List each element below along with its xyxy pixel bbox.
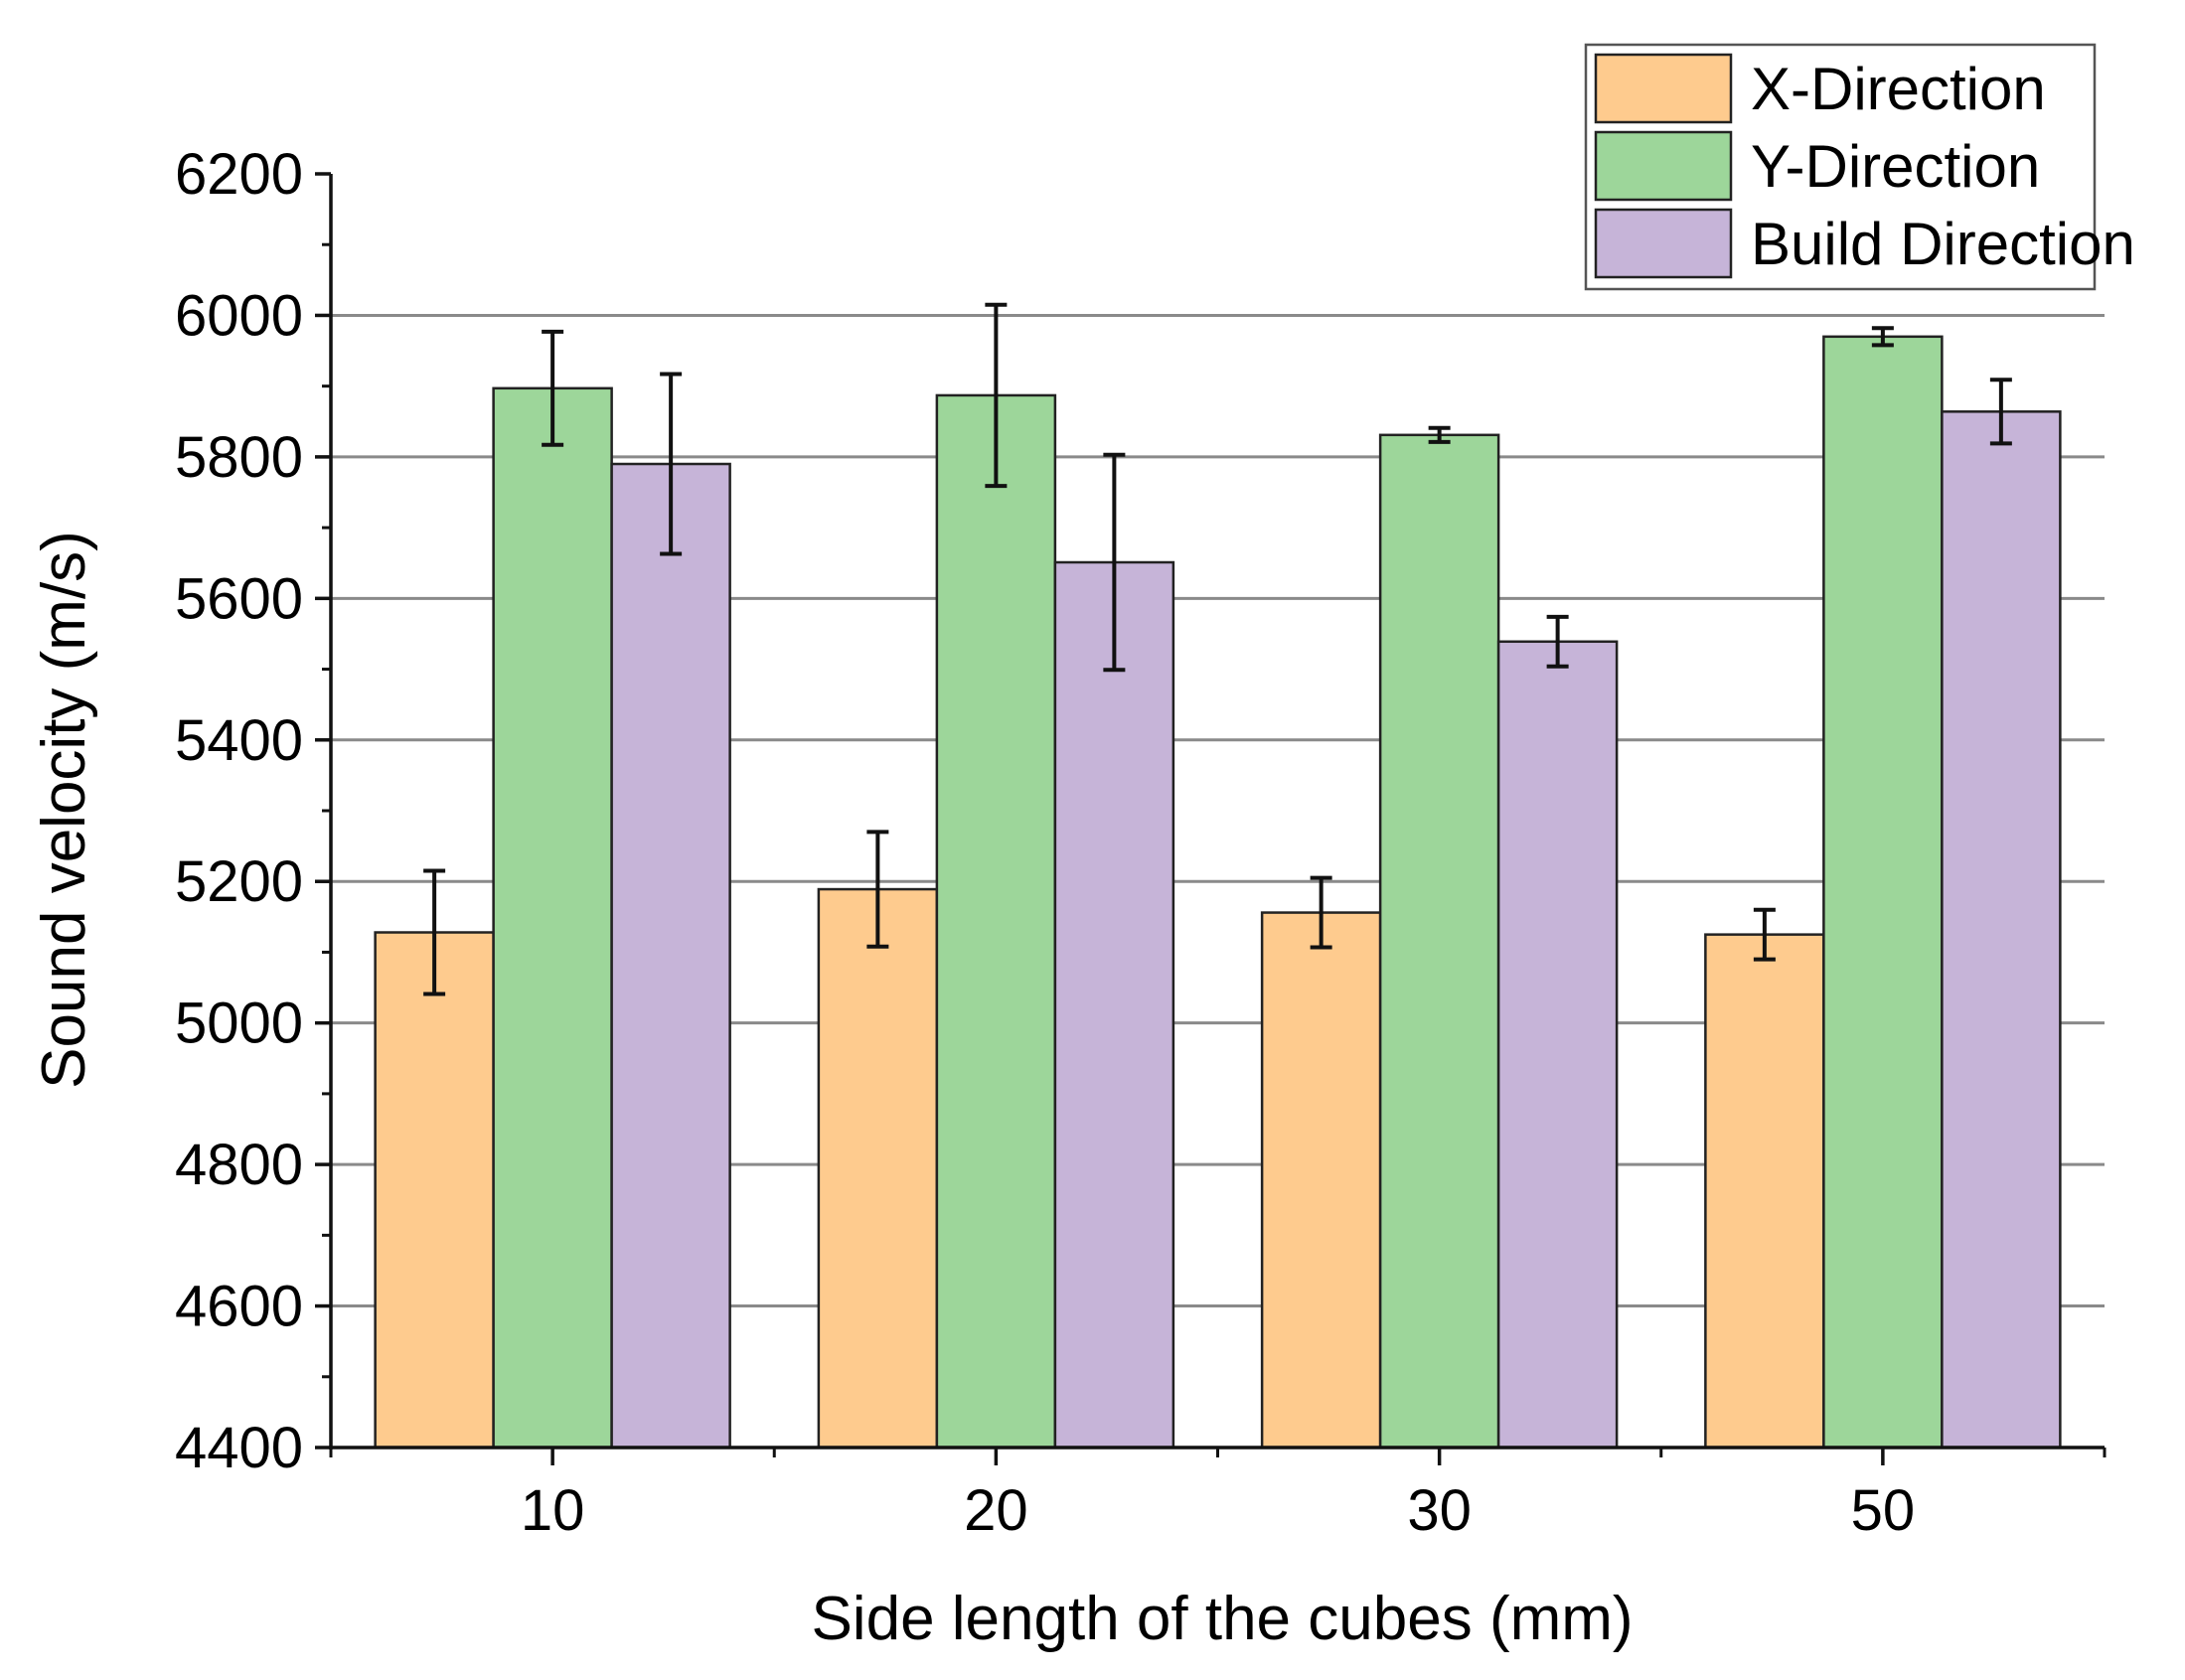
error-bar [423, 868, 446, 996]
axes: 4400 4600 4800 5000 5200 5400 5600 5800 6000 6200… [175, 142, 2107, 1543]
y-tick-label: 4800 [175, 1133, 303, 1197]
x-tick-label: 50 [1851, 1478, 1916, 1543]
error-bar [1428, 425, 1451, 444]
legend: X-Direction Y-Direction Build Direction [1584, 43, 2135, 291]
error-bar [1546, 614, 1569, 669]
legend-swatch [1594, 208, 1733, 279]
y-tick-label: 6000 [175, 283, 303, 348]
bar-x-direction-10 [374, 931, 495, 1450]
error-bar [866, 830, 889, 949]
bar-build-direction-10 [610, 462, 731, 1450]
bar-y-direction-10 [492, 386, 613, 1450]
bar-build-direction-20 [1053, 560, 1175, 1450]
y-tick-label: 4600 [175, 1275, 303, 1339]
legend-label: X-Direction [1751, 56, 2046, 122]
bar-y-direction-20 [935, 393, 1057, 1450]
x-tick-label: 20 [964, 1478, 1028, 1543]
error-bar [1989, 378, 2012, 446]
bar-x-direction-30 [1260, 911, 1382, 1450]
legend-swatch [1594, 53, 1733, 124]
bar-y-direction-30 [1378, 433, 1500, 1450]
x-tick-label: 10 [521, 1478, 585, 1543]
bar-x-direction-50 [1704, 933, 1825, 1450]
y-tick-label: 5000 [175, 992, 303, 1056]
x-tick-label: 30 [1407, 1478, 1472, 1543]
y-tick-label: 5400 [175, 708, 303, 773]
error-bar [985, 302, 1008, 489]
error-bar [542, 329, 564, 447]
y-tick-label: 4400 [175, 1416, 303, 1480]
legend-label: Build Direction [1751, 211, 2135, 277]
bar-build-direction-30 [1496, 640, 1619, 1450]
bars [374, 302, 2062, 1450]
error-bar [1871, 326, 1894, 348]
y-tick-label: 5200 [175, 849, 303, 914]
legend-label: Y-Direction [1751, 133, 2040, 200]
y-tick-label: 6200 [175, 142, 303, 207]
error-bar [1310, 875, 1332, 950]
error-bar [660, 372, 683, 556]
bar-build-direction-50 [1941, 410, 2062, 1450]
bar-y-direction-50 [1822, 335, 1944, 1450]
error-bar [1103, 452, 1126, 673]
error-bar [1753, 907, 1776, 962]
y-tick-label: 5600 [175, 566, 303, 631]
y-axis-title: Sound velocity (m/s) [30, 531, 98, 1089]
bar-x-direction-20 [817, 887, 939, 1450]
x-axis-title: Side length of the cubes (mm) [811, 1585, 1633, 1653]
y-tick-label: 5800 [175, 425, 303, 490]
legend-swatch [1594, 130, 1733, 202]
